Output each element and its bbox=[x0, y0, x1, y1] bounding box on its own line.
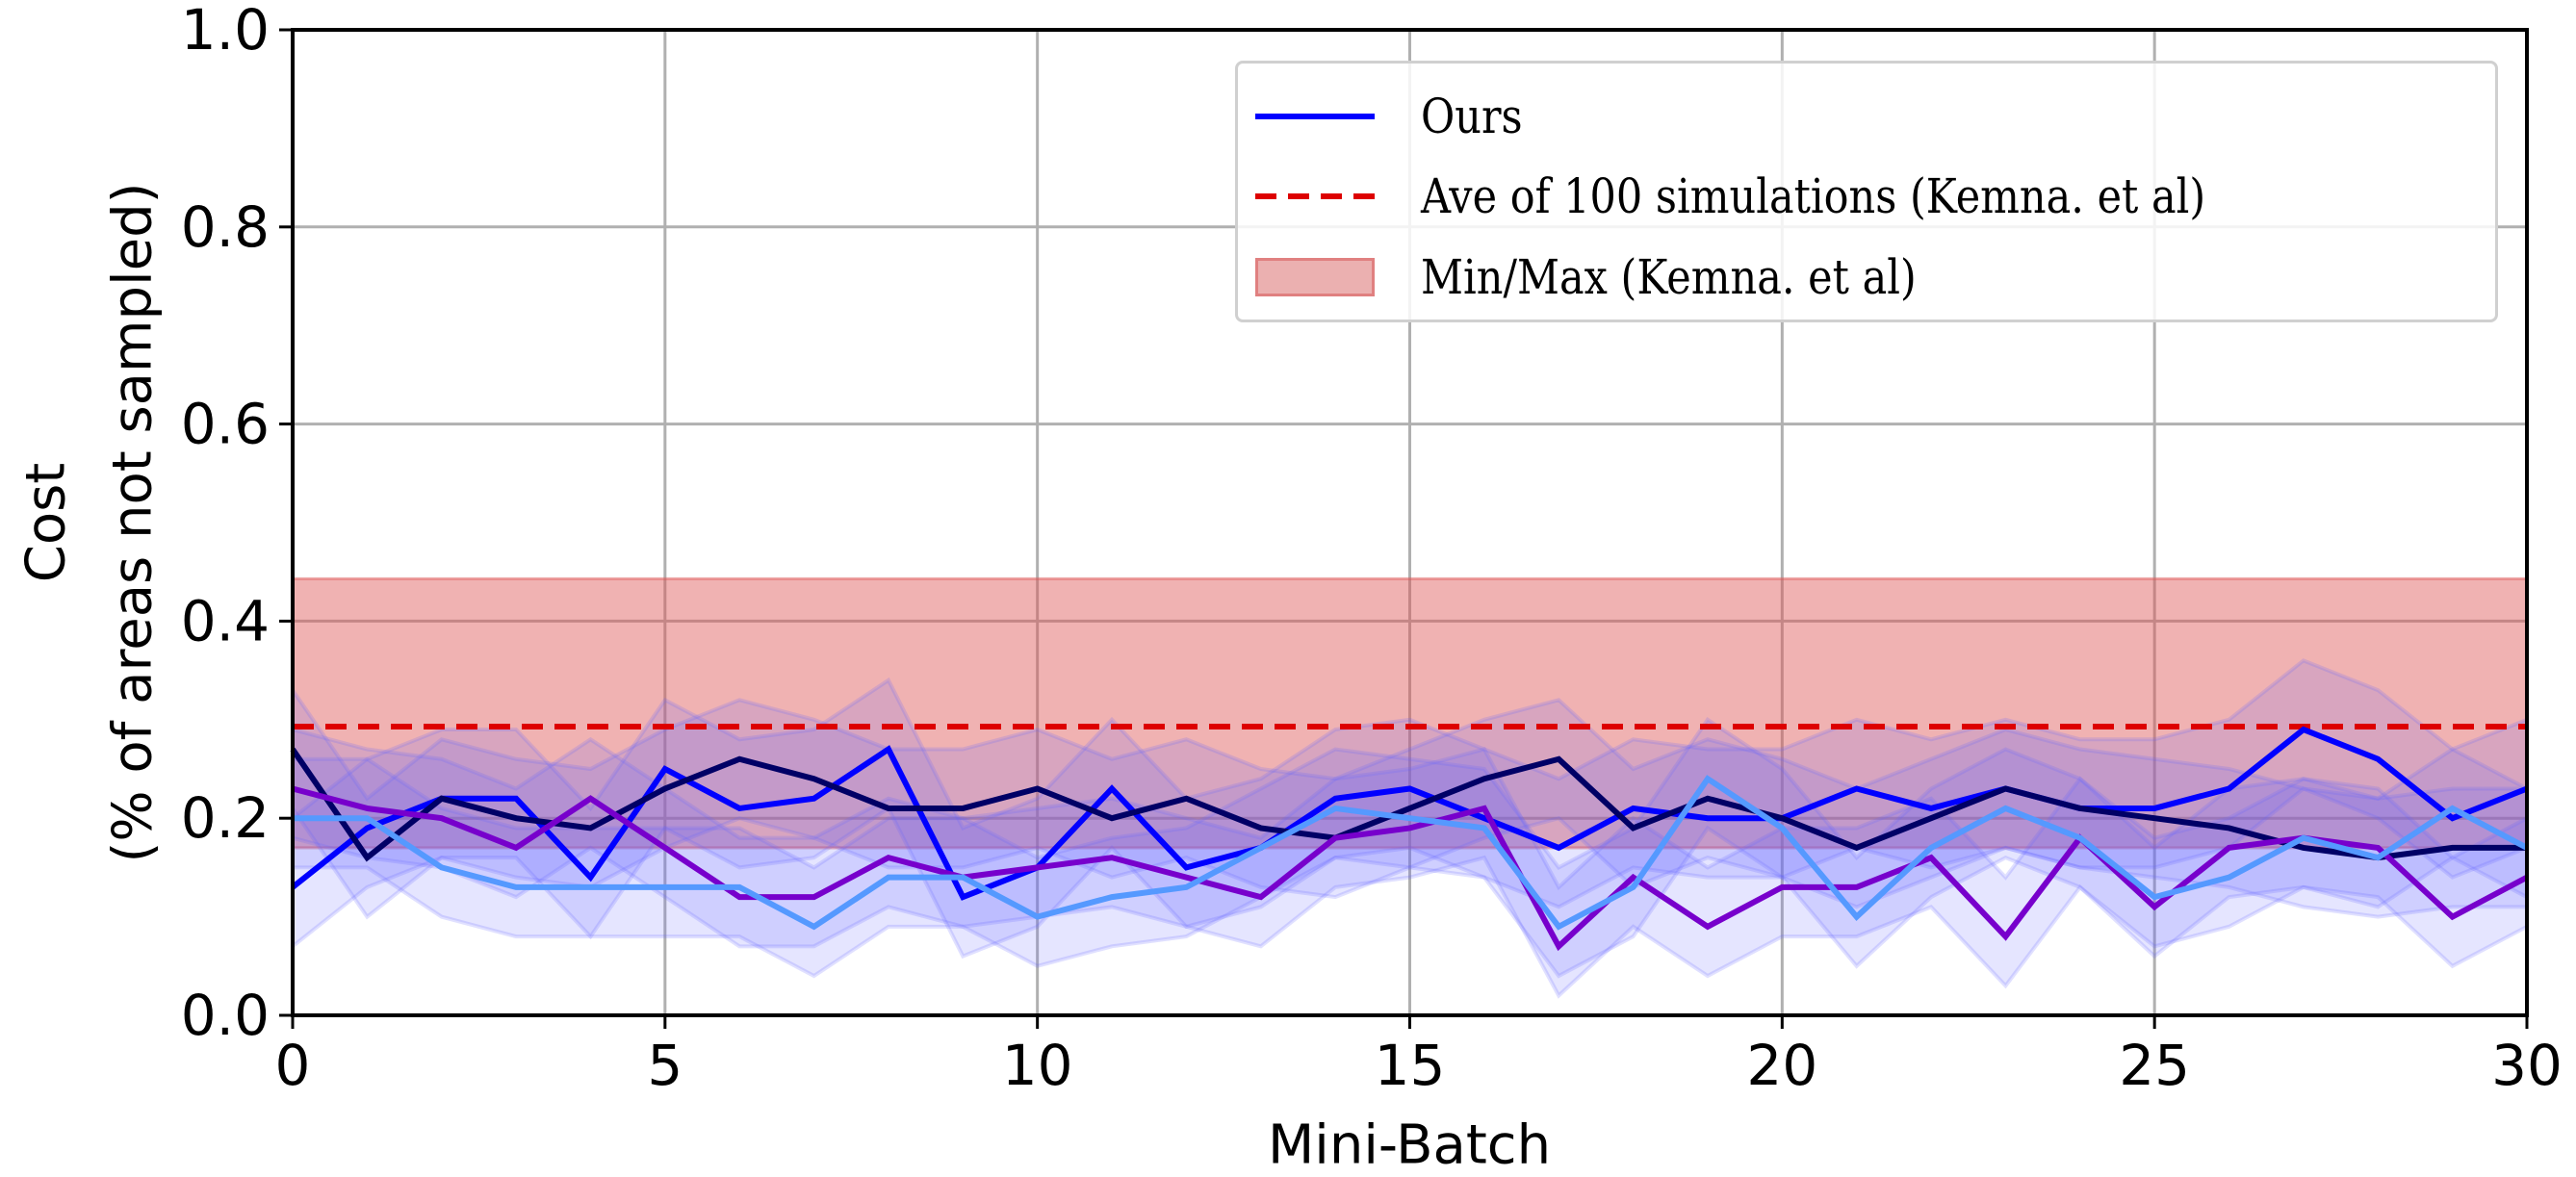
y-axis-label-line2: (% of areas not sampled) bbox=[101, 182, 165, 863]
legend-label: Ave of 100 simulations (Kemna. et al) bbox=[1421, 168, 2206, 224]
legend: Ours Ave of 100 simulations (Kemna. et a… bbox=[1235, 61, 2498, 322]
legend-item-ours: Ours bbox=[1255, 88, 1539, 145]
legend-item-minmax: Min/Max (Kemna. et al) bbox=[1255, 248, 1997, 306]
x-tick-label: 25 bbox=[2119, 1033, 2190, 1098]
x-tick-label: 15 bbox=[1375, 1033, 1446, 1098]
series-2-line bbox=[290, 747, 2527, 862]
y-tick-label: 1.0 bbox=[181, 0, 270, 63]
legend-label: Ours bbox=[1421, 89, 1523, 144]
series-4-line bbox=[293, 775, 2529, 931]
y-tick-label: 0.0 bbox=[181, 983, 270, 1048]
y-tick-label: 0.4 bbox=[181, 588, 270, 653]
y-tick-label: 0.8 bbox=[181, 194, 270, 260]
legend-line-swatch bbox=[1255, 97, 1375, 136]
x-tick-label: 30 bbox=[2491, 1033, 2563, 1098]
y-tick-label: 0.6 bbox=[181, 392, 270, 457]
x-tick-label: 10 bbox=[1002, 1033, 1073, 1098]
y-tick-label: 0.2 bbox=[181, 785, 270, 851]
x-axis-label: Mini-Batch bbox=[1267, 1113, 1552, 1177]
legend-label: Min/Max (Kemna. et al) bbox=[1421, 249, 1917, 305]
legend-box-swatch bbox=[1255, 258, 1375, 296]
plot-frame bbox=[291, 28, 2529, 1017]
x-tick-label: 5 bbox=[647, 1033, 683, 1098]
series-1-line bbox=[291, 726, 2529, 901]
legend-dashed-swatch bbox=[1255, 177, 1375, 216]
y-axis-label-line1: Cost bbox=[14, 462, 78, 583]
x-tick-label: 0 bbox=[275, 1033, 311, 1098]
series-3-line bbox=[292, 785, 2529, 952]
x-tick-label: 20 bbox=[1746, 1033, 1817, 1098]
legend-item-average: Ave of 100 simulations (Kemna. et al) bbox=[1255, 167, 2333, 225]
